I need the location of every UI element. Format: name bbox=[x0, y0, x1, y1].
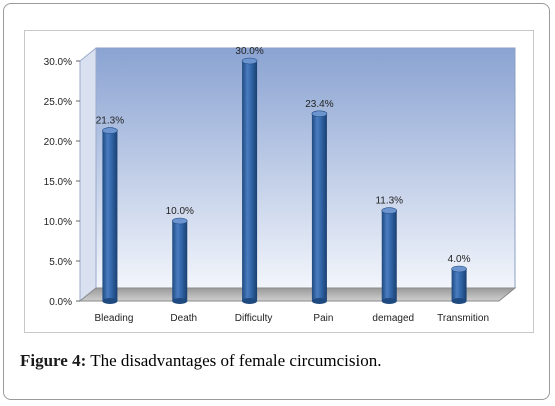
bar-cap bbox=[241, 57, 258, 65]
bar bbox=[311, 113, 327, 301]
bar-data-label: 21.3% bbox=[96, 116, 124, 127]
bar-base bbox=[451, 298, 467, 304]
y-tick-label: 30.0% bbox=[44, 57, 72, 68]
bar-chart: 0.0% 5.0% 10.0% 15.0% 20.0% 25.0% 30.0% 21.3% Bl… bbox=[44, 46, 517, 324]
y-tick-label: 20.0% bbox=[44, 137, 72, 148]
x-category-label: Transmition bbox=[437, 313, 489, 324]
chart-side-wall bbox=[79, 46, 97, 303]
bar-cap bbox=[381, 207, 398, 214]
y-tick-label: 0.0% bbox=[49, 297, 72, 308]
bar bbox=[381, 210, 397, 301]
bar-cap bbox=[102, 127, 118, 134]
bar bbox=[242, 61, 258, 301]
caption-text: The disadvantages of female circumcision… bbox=[86, 351, 382, 370]
figure-caption: Figure 4: The disadvantages of female ci… bbox=[20, 351, 381, 371]
bar-data-label: 30.0% bbox=[235, 46, 263, 57]
x-category-label: Pain bbox=[313, 313, 333, 324]
bar-base bbox=[172, 298, 188, 304]
y-tick-label: 5.0% bbox=[49, 257, 72, 268]
bar bbox=[102, 130, 118, 301]
bar-cap bbox=[171, 217, 188, 225]
bar-data-label: 4.0% bbox=[448, 254, 471, 265]
y-tick-label: 25.0% bbox=[44, 97, 72, 108]
figure-frame: 0.0% 5.0% 10.0% 15.0% 20.0% 25.0% 30.0% 21.3% Bl… bbox=[3, 3, 550, 400]
bar-base bbox=[311, 298, 327, 304]
x-category-label: demaged bbox=[372, 313, 414, 324]
bar-base bbox=[381, 298, 397, 304]
y-tick-label: 15.0% bbox=[44, 177, 72, 188]
y-tick-label: 10.0% bbox=[44, 217, 72, 228]
bar-cap bbox=[451, 265, 467, 273]
bar-data-label: 11.3% bbox=[375, 196, 403, 207]
chart-floor bbox=[78, 287, 517, 302]
bar bbox=[451, 269, 467, 301]
bar-base bbox=[242, 298, 258, 304]
bar-cap bbox=[311, 110, 328, 118]
x-category-label: Bleading bbox=[94, 313, 133, 324]
bar-data-label: 23.4% bbox=[305, 99, 333, 110]
bar-data-label: 10.0% bbox=[166, 206, 194, 217]
x-category-label: Death bbox=[170, 313, 197, 324]
bar bbox=[172, 221, 188, 301]
chart-area: 0.0% 5.0% 10.0% 15.0% 20.0% 25.0% 30.0% 21.3% Bl… bbox=[24, 30, 534, 333]
x-category-label: Difficulty bbox=[235, 313, 273, 324]
caption-label: Figure 4: bbox=[20, 351, 87, 370]
bar-base bbox=[102, 298, 118, 304]
chart-back-wall bbox=[95, 47, 516, 289]
